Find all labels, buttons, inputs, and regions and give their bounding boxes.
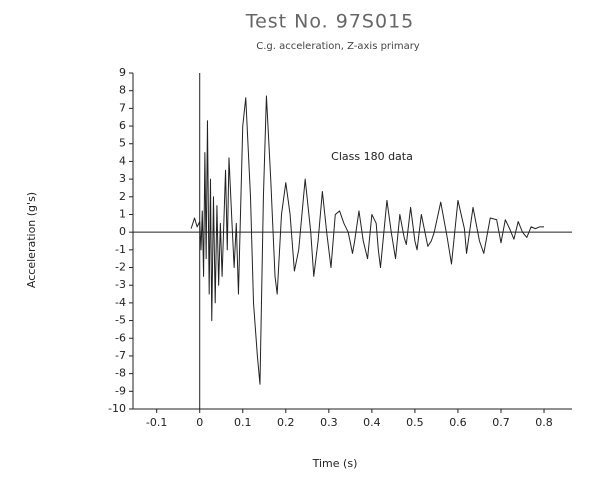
y-tick-label: -3 bbox=[115, 278, 126, 291]
y-tick-label: -10 bbox=[108, 402, 126, 415]
y-tick-label: 0 bbox=[119, 225, 126, 238]
x-tick-label: 0.8 bbox=[535, 416, 553, 429]
y-axis-label: Acceleration (g's) bbox=[25, 192, 38, 288]
y-tick-label: 8 bbox=[119, 84, 126, 97]
chart-subtitle: C.g. acceleration, Z-axis primary bbox=[256, 41, 420, 52]
y-tick-label: -8 bbox=[115, 367, 126, 380]
x-tick-label: 0 bbox=[196, 416, 203, 429]
annotation: Class 180 data bbox=[331, 150, 413, 163]
x-tick-label: 0.3 bbox=[320, 416, 338, 429]
y-tick-label: 3 bbox=[119, 172, 126, 185]
y-tick-label: -1 bbox=[115, 243, 126, 256]
y-tick-label: -9 bbox=[115, 384, 126, 397]
x-tick-label: 0.7 bbox=[492, 416, 510, 429]
y-tick-label: 7 bbox=[119, 101, 126, 114]
x-tick-label: 0.6 bbox=[449, 416, 467, 429]
y-tick-label: -5 bbox=[115, 314, 126, 327]
x-tick-label: 0.5 bbox=[406, 416, 424, 429]
y-tick-label: -6 bbox=[115, 331, 126, 344]
x-axis-label: Time (s) bbox=[312, 457, 358, 470]
y-tick-label: -2 bbox=[115, 261, 126, 274]
x-tick-label: 0.1 bbox=[234, 416, 252, 429]
x-tick-label: 0.2 bbox=[277, 416, 295, 429]
data-line bbox=[190, 95, 545, 385]
y-tick-label: -4 bbox=[115, 296, 126, 309]
y-tick-label: 2 bbox=[119, 190, 126, 203]
y-tick-label: 9 bbox=[119, 66, 126, 79]
x-tick-label: 0.4 bbox=[363, 416, 381, 429]
y-tick-label: 5 bbox=[119, 137, 126, 150]
y-tick-label: 4 bbox=[119, 154, 126, 167]
y-tick-label: 6 bbox=[119, 119, 126, 132]
y-tick-label: -7 bbox=[115, 349, 126, 362]
x-tick-label: -0.1 bbox=[146, 416, 167, 429]
y-tick-label: 1 bbox=[119, 207, 126, 220]
chart-title: Test No. 97S015 bbox=[245, 11, 415, 33]
